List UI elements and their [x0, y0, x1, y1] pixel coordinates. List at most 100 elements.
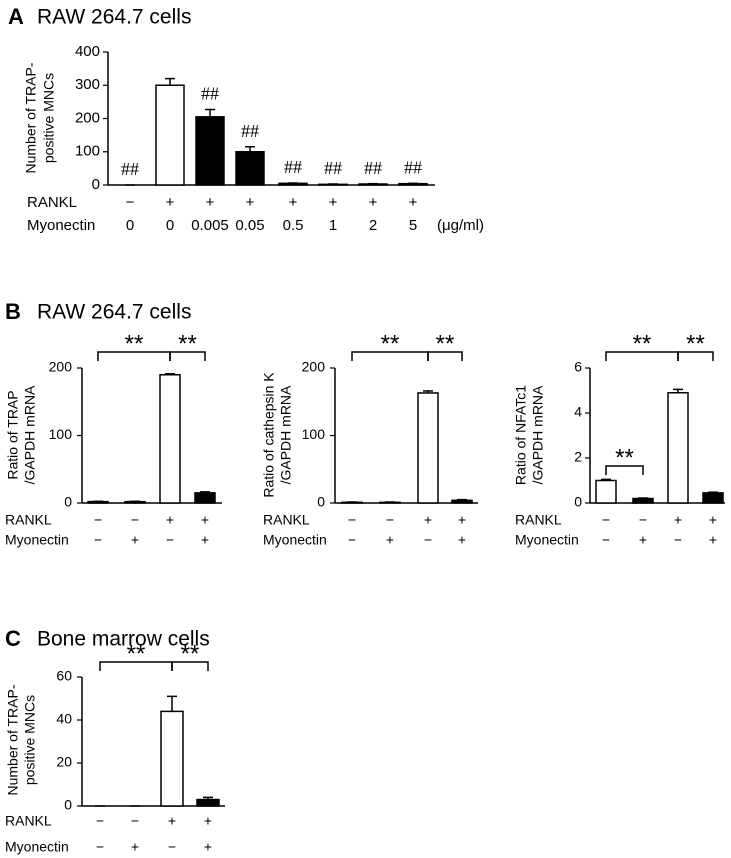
y-tick-label: 2 — [574, 449, 582, 465]
y-tick-label: 300 — [75, 76, 100, 93]
row-label: RANKL — [263, 512, 310, 528]
row-value: + — [201, 512, 209, 528]
significance-bracket — [677, 351, 714, 361]
bar — [124, 500, 146, 504]
row-label: Myonectin — [5, 532, 69, 548]
bar — [451, 499, 473, 504]
y-tick-label: 400 — [75, 43, 100, 60]
row-value: − — [94, 512, 102, 528]
row-value: − — [131, 512, 139, 528]
panel-letter: C — [5, 626, 21, 651]
y-tick-label: 4 — [574, 404, 582, 420]
significance-label: ** — [615, 444, 634, 471]
row-value: + — [289, 194, 298, 211]
row-value: + — [709, 512, 717, 528]
bar — [195, 116, 225, 186]
row-value: + — [204, 839, 212, 855]
bar — [194, 492, 216, 504]
row-value: 5 — [409, 217, 417, 234]
significance-label: ** — [181, 640, 200, 667]
row-value: − — [94, 532, 102, 548]
significance-mark: ## — [364, 158, 382, 178]
y-tick-label: 200 — [75, 109, 100, 126]
row-value: − — [348, 532, 356, 548]
row-value: 2 — [369, 217, 377, 234]
row-value: + — [424, 512, 432, 528]
y-axis-label: /GAPDH mRNA — [278, 385, 294, 484]
row-value: − — [168, 839, 176, 855]
row-label: Myonectin — [263, 532, 327, 548]
y-tick-label: 0 — [64, 797, 72, 813]
bar — [358, 183, 388, 186]
row-value: + — [168, 813, 176, 829]
y-axis-label: /GAPDH mRNA — [22, 385, 38, 484]
row-value: 0 — [126, 217, 134, 234]
row-value: − — [96, 813, 104, 829]
significance-mark: ## — [201, 84, 219, 104]
significance-mark: ## — [324, 158, 342, 178]
significance-bracket — [427, 351, 463, 361]
bar — [196, 798, 220, 807]
y-tick-label: 6 — [574, 359, 582, 375]
row-value: + — [166, 194, 175, 211]
y-axis-label: positive MNCs — [22, 695, 38, 785]
row-value: + — [329, 194, 338, 211]
row-label: RANKL — [27, 194, 77, 211]
row-value: + — [639, 532, 647, 548]
bar — [379, 501, 401, 504]
panel-title: RAW 264.7 cells — [37, 301, 191, 324]
significance-label: ** — [686, 330, 705, 357]
y-tick-label: 0 — [317, 494, 325, 510]
significance-mark: ## — [121, 159, 139, 179]
row-value: + — [246, 194, 255, 211]
y-tick-label: 40 — [56, 711, 72, 727]
y-tick-label: 100 — [49, 426, 73, 442]
bar — [235, 151, 265, 186]
row-value: + — [709, 532, 717, 548]
y-axis-label: positive MNCs — [41, 73, 57, 163]
significance-label: ** — [178, 330, 197, 357]
y-axis-label: Number of TRAP- — [23, 62, 39, 173]
row-value: + — [458, 512, 466, 528]
row-value: + — [369, 194, 378, 211]
bar — [702, 492, 724, 504]
row-value: 0.05 — [235, 217, 264, 234]
unit-label: (μg/ml) — [437, 217, 484, 234]
significance-bracket — [169, 351, 206, 361]
row-value: − — [348, 512, 356, 528]
y-axis-label: Ratio of TRAP — [5, 390, 21, 479]
panel-letter: B — [5, 299, 21, 324]
y-axis-label: Ratio of cathepsin K — [261, 372, 277, 498]
row-label: RANKL — [5, 813, 52, 829]
significance-mark: ## — [241, 121, 259, 141]
row-value: + — [458, 532, 466, 548]
y-tick-label: 200 — [302, 359, 326, 375]
bar — [159, 374, 181, 504]
y-tick-label: 0 — [92, 176, 100, 193]
bar — [278, 182, 308, 186]
row-value: + — [166, 512, 174, 528]
row-value: + — [131, 839, 139, 855]
significance-label: ** — [381, 330, 400, 357]
significance-label: ** — [633, 330, 652, 357]
row-label: Myonectin — [515, 532, 579, 548]
significance-mark: ## — [404, 157, 422, 177]
significance-label: ** — [436, 330, 455, 357]
y-tick-label: 60 — [56, 668, 72, 684]
row-value: 1 — [329, 217, 337, 234]
row-label: Myonectin — [27, 217, 95, 234]
row-value: + — [201, 532, 209, 548]
bar — [595, 479, 617, 504]
row-value: − — [602, 532, 610, 548]
y-tick-label: 0 — [64, 494, 72, 510]
significance-bracket — [605, 465, 644, 475]
panel-title: Bone marrow cells — [37, 628, 210, 651]
y-tick-label: 200 — [49, 359, 73, 375]
bar — [632, 497, 654, 504]
panel-title: RAW 264.7 cells — [37, 6, 191, 29]
row-label: RANKL — [5, 512, 52, 528]
y-tick-label: 100 — [75, 143, 100, 160]
y-tick-label: 100 — [302, 426, 326, 442]
row-value: + — [386, 532, 394, 548]
y-axis-label: Ratio of NFATc1 — [513, 385, 529, 485]
